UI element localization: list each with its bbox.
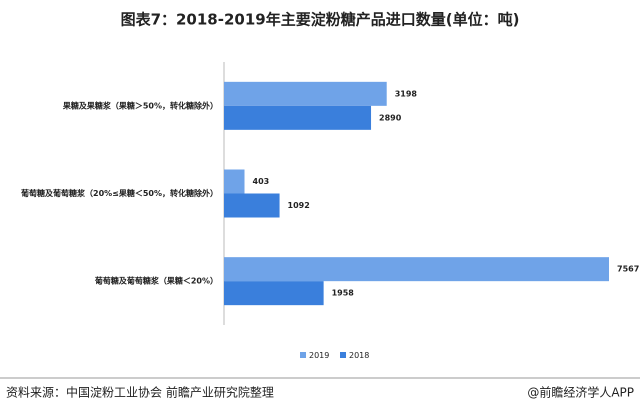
- bar: [224, 169, 245, 194]
- category-label: 葡萄糖及葡萄糖浆（20%≤果糖＜50%，转化糖除外）: [20, 188, 218, 198]
- value-label: 2890: [379, 113, 402, 122]
- source: 资料来源：中国淀粉工业协会 前瞻产业研究院整理: [6, 385, 274, 400]
- bar: [224, 257, 609, 282]
- value-label: 403: [253, 177, 270, 186]
- value-label: 3198: [395, 89, 418, 98]
- bar: [224, 105, 372, 130]
- bar: [224, 193, 280, 218]
- category-label: 葡萄糖及葡萄糖浆（果糖＜20%）: [94, 276, 218, 286]
- bar: [224, 281, 324, 306]
- legend-label: 2019: [309, 351, 329, 360]
- chart-title: 图表7：2018-2019年主要淀粉糖产品进口数量(单位：吨): [121, 11, 520, 29]
- legend-swatch: [340, 352, 346, 358]
- brand: @前瞻经济学人APP: [527, 385, 634, 400]
- bar: [224, 81, 387, 106]
- legend-label: 2018: [349, 351, 369, 360]
- legend-swatch: [300, 352, 306, 358]
- value-label: 7567: [617, 265, 639, 274]
- value-label: 1092: [288, 201, 310, 210]
- category-label: 果糖及果糖浆（果糖＞50%，转化糖除外）: [62, 100, 218, 110]
- value-label: 1958: [332, 289, 355, 298]
